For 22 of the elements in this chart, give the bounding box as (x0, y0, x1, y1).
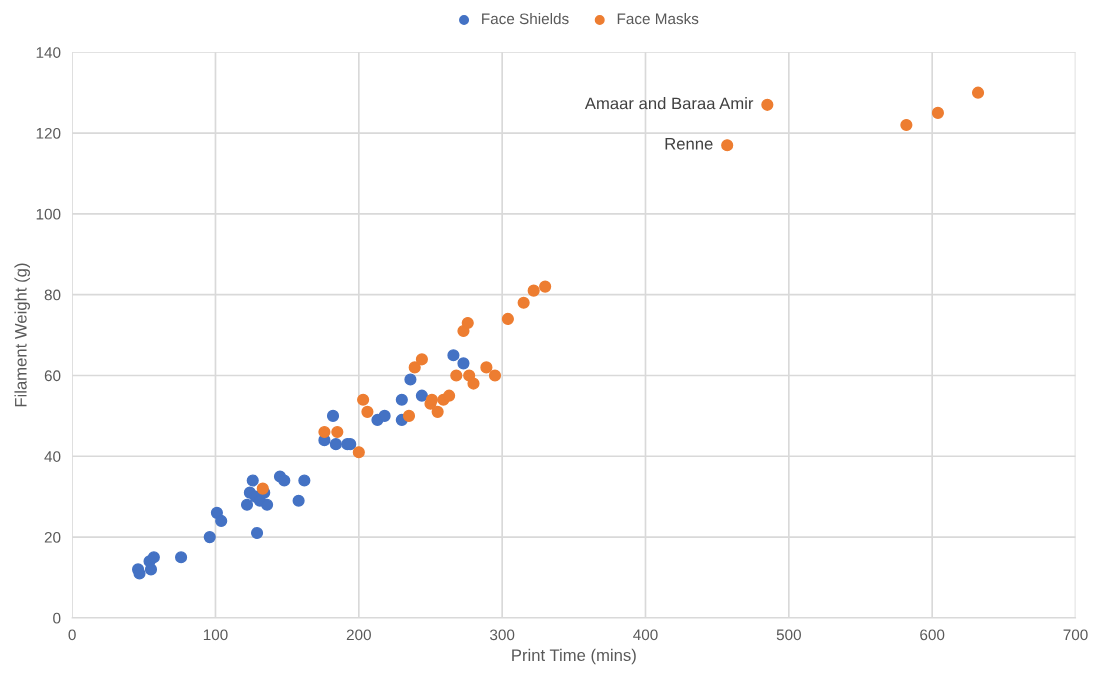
y-tick-label: 0 (53, 612, 61, 624)
y-tick-label: 100 (36, 208, 61, 220)
y-tick-label: 40 (44, 451, 61, 462)
x-tick-label: 200 (346, 629, 371, 641)
x-tick-label: 500 (776, 629, 801, 641)
y-axis-title: Filament Weight (g) (14, 263, 30, 407)
x-tick-label: 600 (920, 629, 945, 641)
y-tick-label: 60 (44, 370, 61, 382)
annotation: Amaar and Baraa Amir (584, 97, 754, 110)
x-axis-title: Print Time (mins) (512, 648, 636, 665)
y-tick-label: 120 (36, 127, 61, 139)
x-tick-label: 300 (489, 629, 515, 641)
x-tick-label: 100 (203, 629, 228, 641)
x-tick-label: 400 (633, 629, 658, 641)
y-tick-label: 20 (44, 531, 61, 543)
x-tick-label: 0 (68, 629, 76, 641)
annotation: Renne (665, 138, 713, 150)
legend-label: Face Masks (617, 12, 699, 25)
legend-label: Face Shields (482, 12, 569, 25)
y-tick-label: 80 (44, 289, 61, 301)
x-tick-label: 700 (1063, 629, 1088, 641)
y-tick-label: 140 (36, 47, 61, 58)
